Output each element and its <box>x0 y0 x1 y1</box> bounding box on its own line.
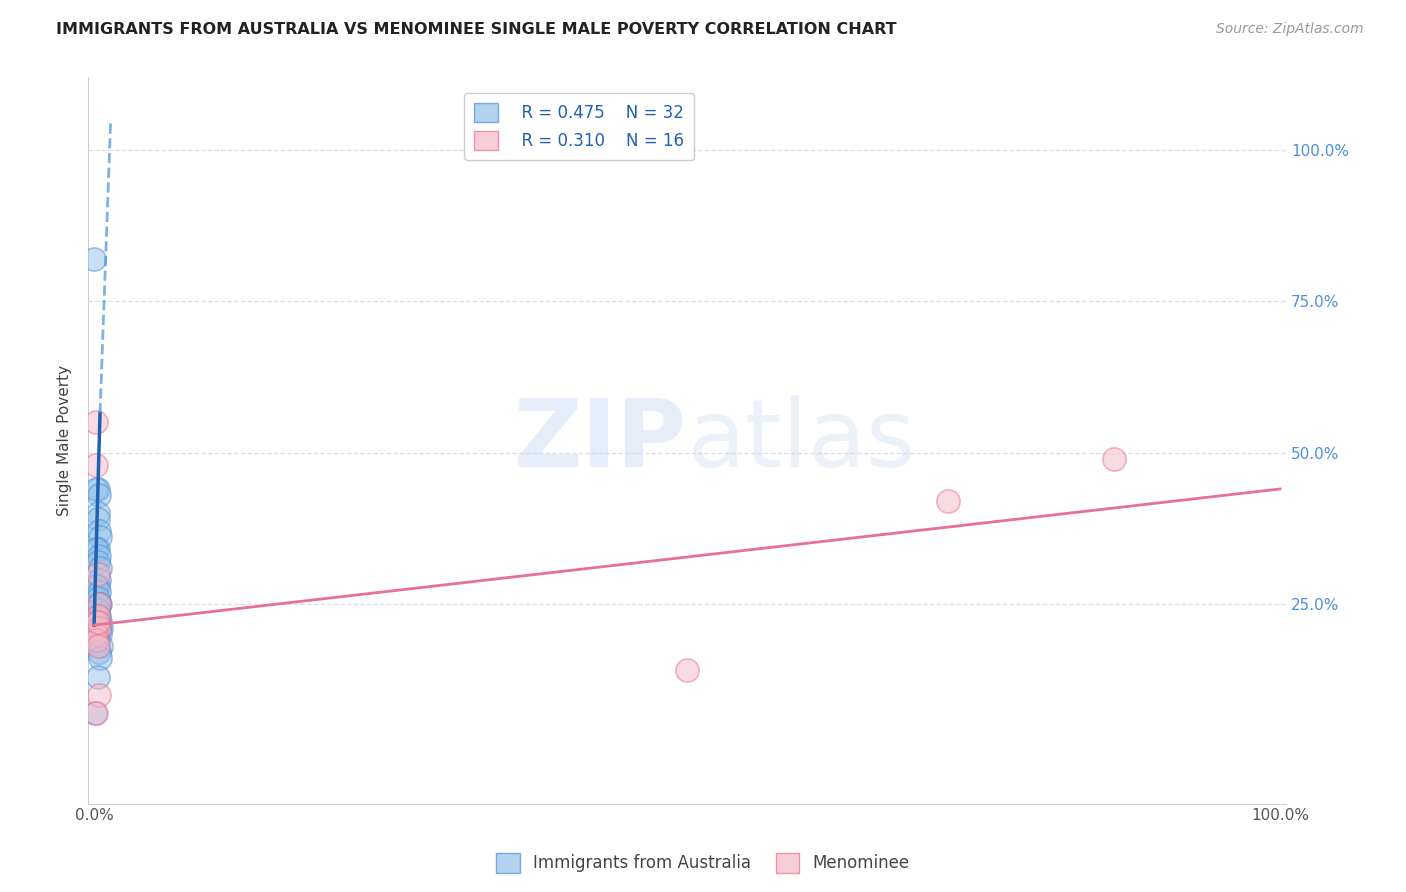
Point <box>86 542 108 557</box>
Point <box>90 621 112 635</box>
Point <box>86 591 108 605</box>
Point <box>86 615 108 629</box>
Point <box>86 633 108 648</box>
Point <box>86 555 108 569</box>
Point <box>89 651 111 665</box>
Point <box>676 664 699 678</box>
Point <box>89 560 111 574</box>
Point <box>86 640 108 654</box>
Point <box>86 603 108 617</box>
Point <box>87 688 110 702</box>
Point <box>86 566 108 581</box>
Text: atlas: atlas <box>688 394 915 486</box>
Point <box>89 597 111 611</box>
Point <box>86 669 108 683</box>
Point <box>87 645 110 659</box>
Point <box>87 549 110 563</box>
Point <box>90 640 112 654</box>
Point <box>87 609 110 624</box>
Point <box>83 252 105 266</box>
Text: Source: ZipAtlas.com: Source: ZipAtlas.com <box>1216 22 1364 37</box>
Legend: Immigrants from Australia, Menominee: Immigrants from Australia, Menominee <box>489 847 917 880</box>
Point <box>89 530 111 544</box>
Point <box>86 609 108 624</box>
Point <box>87 573 110 587</box>
Point <box>86 458 108 472</box>
Point <box>89 627 111 641</box>
Point <box>86 579 108 593</box>
Point <box>87 621 110 635</box>
Point <box>87 584 110 599</box>
Text: IMMIGRANTS FROM AUSTRALIA VS MENOMINEE SINGLE MALE POVERTY CORRELATION CHART: IMMIGRANTS FROM AUSTRALIA VS MENOMINEE S… <box>56 22 897 37</box>
Point <box>86 542 108 557</box>
Point <box>86 615 108 629</box>
Point <box>86 482 108 496</box>
Point <box>87 488 110 502</box>
Point <box>84 706 107 720</box>
Point <box>936 494 959 508</box>
Point <box>86 706 108 720</box>
Legend:   R = 0.475    N = 32,   R = 0.310    N = 16: R = 0.475 N = 32, R = 0.310 N = 16 <box>464 93 695 160</box>
Point <box>86 416 108 430</box>
Point <box>86 633 108 648</box>
Y-axis label: Single Male Poverty: Single Male Poverty <box>58 365 72 516</box>
Point <box>86 579 108 593</box>
Point <box>86 627 108 641</box>
Point <box>1102 451 1125 466</box>
Text: ZIP: ZIP <box>515 394 688 486</box>
Point <box>86 482 108 496</box>
Point <box>89 615 111 629</box>
Point <box>86 506 108 520</box>
Point <box>87 621 110 635</box>
Point <box>86 512 108 526</box>
Point <box>87 524 110 539</box>
Point <box>87 597 110 611</box>
Point <box>87 597 110 611</box>
